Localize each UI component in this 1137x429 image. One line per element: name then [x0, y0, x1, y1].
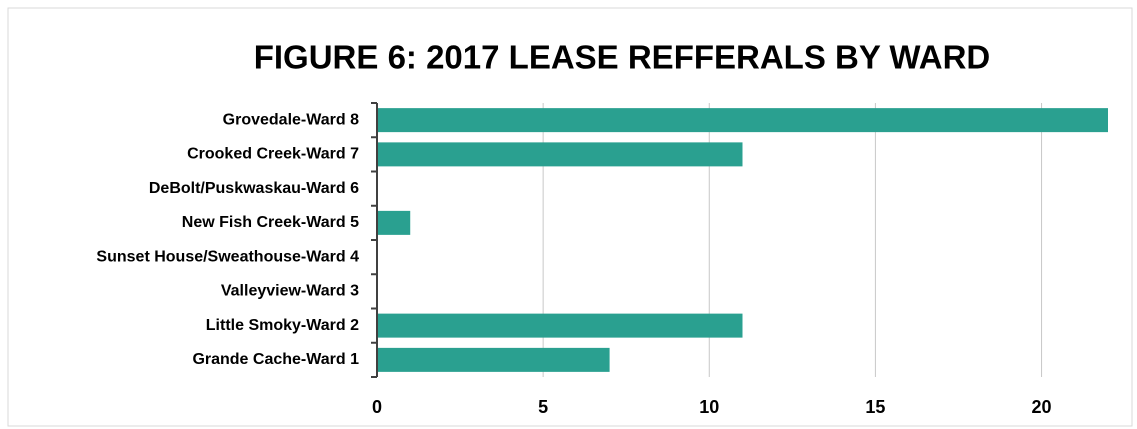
chart-frame	[7, 7, 1133, 427]
bar	[377, 313, 743, 338]
x-tick-label: 10	[699, 397, 719, 417]
y-tick-label: Valleyview-Ward 3	[221, 283, 359, 300]
y-tick-label: DeBolt/Puskwaskau-Ward 6	[149, 180, 359, 197]
x-tick-label: 5	[538, 397, 548, 417]
bar	[377, 210, 411, 235]
chart-title: FIGURE 6: 2017 LEASE REFFERALS BY WARD	[254, 39, 991, 76]
bar	[377, 142, 743, 167]
y-tick-label: Grande Cache-Ward 1	[192, 351, 359, 368]
y-tick-label: Sunset House/Sweathouse-Ward 4	[96, 248, 359, 265]
y-tick-label: Crooked Creek-Ward 7	[187, 146, 359, 163]
y-tick-label: New Fish Creek-Ward 5	[182, 214, 359, 231]
bar	[377, 108, 1108, 133]
y-tick-label: Little Smoky-Ward 2	[206, 317, 359, 334]
y-tick-label: Grovedale-Ward 8	[223, 111, 359, 128]
x-tick-label: 20	[1032, 397, 1052, 417]
bar	[377, 347, 610, 372]
x-tick-label: 15	[865, 397, 885, 417]
x-tick-label: 0	[372, 397, 382, 417]
